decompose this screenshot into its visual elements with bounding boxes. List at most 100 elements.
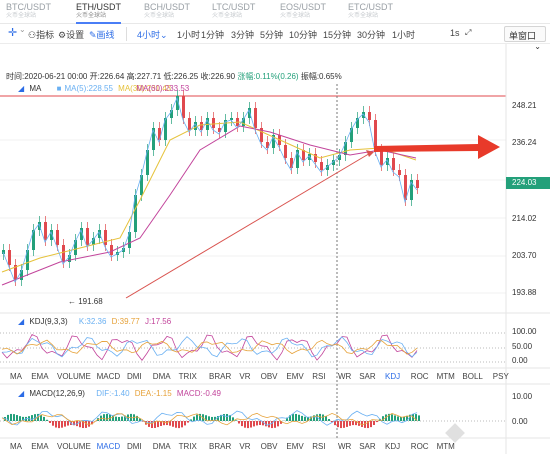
- indicator-tab-emv[interactable]: EMV: [286, 372, 304, 381]
- indicator-button[interactable]: ⚇指标: [28, 28, 54, 41]
- window-mode-select[interactable]: 单窗口 ⌄: [504, 26, 546, 51]
- macd-bar: [292, 414, 294, 421]
- macd-bar: [259, 421, 261, 426]
- indicator-tab-sar[interactable]: SAR: [359, 442, 376, 451]
- indicator-tab-psy[interactable]: PSY: [492, 372, 509, 381]
- indicator-tab-dma[interactable]: DMA: [152, 442, 171, 451]
- interval-5m[interactable]: 5分钟: [260, 30, 284, 40]
- macd-bar: [271, 421, 273, 429]
- candle-body: [254, 108, 257, 128]
- indicator-tab-boll[interactable]: BOLL: [462, 372, 483, 381]
- macd-bar: [52, 421, 54, 426]
- indicator-tab-roc[interactable]: ROC: [410, 372, 429, 381]
- macd-bar: [199, 413, 201, 421]
- indicator-tab-sar[interactable]: SAR: [359, 372, 376, 381]
- candle-body: [398, 170, 401, 175]
- checkbox-icon[interactable]: ◢: [18, 389, 25, 398]
- indicator-tab-wr[interactable]: WR: [338, 442, 352, 451]
- candle-body: [242, 118, 245, 126]
- indicator-icon: ⚇: [28, 30, 37, 40]
- pair-tab-eos[interactable]: EOS/USDT 火币全球站: [280, 2, 326, 20]
- macd-bar: [172, 421, 174, 427]
- indicator-tab-emv[interactable]: EMV: [286, 442, 304, 451]
- macd-bar: [112, 415, 114, 421]
- checkbox-icon[interactable]: ◢: [18, 84, 25, 93]
- timeframe-select[interactable]: 4小时⌄: [137, 28, 168, 41]
- indicator-tab-volume[interactable]: VOLUME: [57, 442, 91, 451]
- price-tick: 193.88: [512, 288, 537, 297]
- interval-15m[interactable]: 15分钟: [323, 30, 352, 40]
- macd-bar: [307, 416, 309, 421]
- indicator-tab-rsi[interactable]: RSI: [312, 372, 326, 381]
- indicator-tab-brar[interactable]: BRAR: [209, 442, 232, 451]
- indicator-tab-dma[interactable]: DMA: [152, 372, 171, 381]
- indicator-tab-kdj[interactable]: KDJ: [385, 372, 401, 381]
- pair-tab-bch[interactable]: BCH/USDT 火币全球站: [144, 2, 190, 20]
- indicator-tab-roc[interactable]: ROC: [410, 442, 429, 451]
- interval-1h-alt[interactable]: 1小时: [392, 30, 416, 40]
- fullscreen-icon[interactable]: ⤢: [465, 28, 472, 37]
- macd-bar: [193, 416, 195, 421]
- indicator-tab-dmi[interactable]: DMI: [127, 372, 142, 381]
- indicator-tab-brar[interactable]: BRAR: [209, 372, 232, 381]
- macd-bar: [337, 421, 339, 428]
- interval-30m[interactable]: 30分钟: [357, 30, 386, 40]
- indicator-tab-ma[interactable]: MA: [10, 442, 22, 451]
- macd-bar: [265, 421, 267, 427]
- macd-bar: [349, 421, 351, 426]
- indicator-tab-ema[interactable]: EMA: [31, 442, 49, 451]
- interval-3m[interactable]: 3分钟: [231, 30, 255, 40]
- indicator-tab-ema[interactable]: EMA: [31, 372, 49, 381]
- candle-body: [44, 222, 47, 240]
- macd-bar: [262, 421, 264, 426]
- macd-bar: [211, 416, 213, 421]
- settings-button[interactable]: ⚙设置: [58, 28, 84, 41]
- pair-tab-etc[interactable]: ETC/USDT 火币全球站: [348, 2, 393, 20]
- pair-tab-ltc[interactable]: LTC/USDT 火币全球站: [212, 2, 255, 20]
- indicator-tab-wr[interactable]: WR: [338, 372, 352, 381]
- crosshair-icon[interactable]: ✛: [8, 27, 18, 39]
- interval-1m[interactable]: 1分钟: [201, 30, 225, 40]
- price-tick: 236.24: [512, 138, 537, 147]
- macd-bar: [241, 421, 243, 427]
- macd-bar: [64, 421, 66, 427]
- indicator-tab-kdj[interactable]: KDJ: [385, 442, 401, 451]
- indicator-tab-trix[interactable]: TRIX: [178, 442, 197, 451]
- indicator-tab-vr[interactable]: VR: [239, 442, 251, 451]
- pair-tab-btc[interactable]: BTC/USDT 火币全球站: [6, 2, 51, 20]
- indicator-tab-obv[interactable]: OBV: [260, 372, 278, 381]
- candle-body: [176, 96, 179, 110]
- pair-tab-eth[interactable]: ETH/USDT 火币全球站: [76, 2, 121, 24]
- price-tick: 248.21: [512, 101, 537, 110]
- indicator-tab-ma[interactable]: MA: [10, 372, 22, 381]
- indicator-tab-macd[interactable]: MACD: [96, 442, 121, 451]
- macd-bar: [346, 421, 348, 427]
- draw-line-button[interactable]: ✎画线: [89, 28, 115, 41]
- indicator-tab-volume[interactable]: VOLUME: [57, 372, 91, 381]
- indicator-tab-macd[interactable]: MACD: [96, 372, 121, 381]
- interval-1h[interactable]: 1小时: [177, 30, 201, 40]
- second-interval[interactable]: 1s: [450, 28, 460, 38]
- macd-tick: 10.00: [512, 392, 533, 401]
- checkbox-icon[interactable]: ◢: [18, 317, 25, 326]
- indicator-tab-vr[interactable]: VR: [239, 372, 251, 381]
- indicator-tab-mtm[interactable]: MTM: [436, 442, 455, 451]
- macd-dea-line: [1, 412, 418, 426]
- macd-bar: [178, 421, 180, 429]
- indicator-tab-trix[interactable]: TRIX: [178, 372, 197, 381]
- settings-label: 设置: [66, 30, 85, 40]
- interval-10m[interactable]: 10分钟: [289, 30, 318, 40]
- kdj-j-line: [1, 334, 418, 361]
- kdj-d-line: [1, 339, 418, 355]
- indicator-tab-rsi[interactable]: RSI: [312, 442, 326, 451]
- macd-bar: [352, 421, 354, 426]
- chevron-down-icon[interactable]: ⌄: [19, 25, 26, 34]
- pair-name: EOS/USDT: [280, 2, 327, 12]
- divider: [126, 27, 127, 41]
- candle-info-line: 时间:2020-06-21 00:00 开:226.64 高:227.71 低:…: [6, 71, 342, 82]
- indicator-tab-mtm[interactable]: MTM: [436, 372, 455, 381]
- indicator-tab-obv[interactable]: OBV: [260, 442, 278, 451]
- indicator-tab-dmi[interactable]: DMI: [127, 442, 142, 451]
- ma60-line: [1, 125, 417, 286]
